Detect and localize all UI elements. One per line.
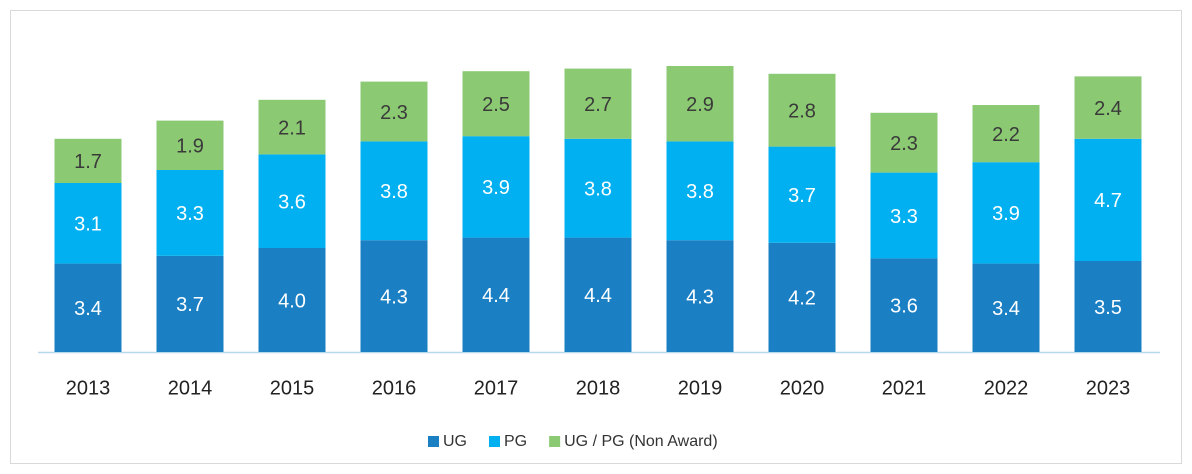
bar-segment (768, 146, 836, 243)
data-label: 3.5 (1094, 297, 1122, 319)
bar-segment (258, 154, 326, 248)
x-tick-label: 2015 (270, 377, 315, 399)
bar-segment (258, 99, 326, 155)
bar-segment (156, 120, 224, 170)
bar-segment (54, 138, 122, 183)
data-label: 3.9 (992, 203, 1020, 225)
data-label: 2.9 (686, 94, 714, 116)
data-label: 2.8 (788, 100, 816, 122)
x-tick-label: 2013 (66, 377, 111, 399)
x-tick-label: 2019 (678, 377, 723, 399)
bar-segment (666, 240, 734, 352)
data-label: 2.3 (380, 102, 408, 124)
data-label: 3.3 (176, 203, 204, 225)
legend-label: UG (443, 433, 467, 450)
data-label: 4.4 (584, 285, 612, 307)
bar-segment (462, 71, 530, 137)
data-label: 3.7 (788, 185, 816, 207)
x-tick-label: 2022 (984, 377, 1029, 399)
x-tick-label: 2018 (576, 377, 621, 399)
bar-segment (972, 105, 1040, 163)
legend-label: UG / PG (Non Award) (564, 433, 718, 450)
data-label: 3.8 (686, 181, 714, 203)
data-label: 2.2 (992, 124, 1020, 146)
bar-segment (972, 263, 1040, 352)
data-label: 3.3 (890, 206, 918, 228)
data-label: 3.4 (74, 298, 102, 320)
data-label: 4.2 (788, 288, 816, 310)
bar-segment (564, 237, 632, 352)
bar-segment (54, 183, 122, 264)
bar-segment (156, 170, 224, 256)
data-label: 3.7 (176, 294, 204, 316)
bar-segment (258, 248, 326, 352)
bar-segment (666, 66, 734, 142)
legend-swatch (549, 436, 561, 447)
bar-segment (870, 258, 938, 352)
data-label: 1.7 (74, 151, 102, 173)
bar-segment (870, 172, 938, 259)
x-tick-label: 2020 (780, 377, 825, 399)
data-label: 3.1 (74, 214, 102, 236)
bar-segment (360, 141, 428, 241)
data-label: 4.7 (1094, 190, 1122, 212)
data-label: 2.1 (278, 117, 306, 139)
data-label: 3.8 (584, 178, 612, 200)
data-label: 3.9 (482, 177, 510, 199)
bar-segment (462, 136, 530, 238)
bar-segment (360, 240, 428, 352)
bar-segment (564, 138, 632, 238)
data-label: 4.3 (380, 286, 408, 308)
legend-label: PG (504, 433, 527, 450)
bar-segment (768, 242, 836, 352)
x-tick-label: 2016 (372, 377, 417, 399)
bar-segment (666, 141, 734, 241)
bar-segment (972, 162, 1040, 264)
data-label: 2.4 (1094, 98, 1122, 120)
data-label: 2.7 (584, 94, 612, 116)
bar-segment (1074, 261, 1142, 352)
x-tick-label: 2021 (882, 377, 927, 399)
data-label: 3.4 (992, 298, 1020, 320)
data-label: 1.9 (176, 136, 204, 158)
bar-segment (360, 81, 428, 142)
data-label: 2.3 (890, 133, 918, 155)
data-label: 3.6 (278, 191, 306, 213)
x-tick-label: 2014 (168, 377, 213, 399)
bar-segment (1074, 76, 1142, 139)
legend-swatch (489, 436, 500, 447)
bar-segment (768, 73, 836, 147)
bar-segment (462, 237, 530, 352)
data-label: 4.3 (686, 286, 714, 308)
data-label: 3.6 (890, 295, 918, 317)
bar-segment (156, 255, 224, 352)
bar-segment (1074, 138, 1142, 261)
x-tick-label: 2023 (1086, 377, 1131, 399)
bar-segment (54, 263, 122, 352)
data-label: 3.8 (380, 181, 408, 203)
bar-segment (564, 68, 632, 139)
data-label: 4.4 (482, 285, 510, 307)
x-tick-label: 2017 (474, 377, 519, 399)
data-label: 2.5 (482, 94, 510, 116)
bar-segment (870, 112, 938, 173)
data-label: 4.0 (278, 290, 306, 312)
legend-swatch (428, 436, 439, 447)
